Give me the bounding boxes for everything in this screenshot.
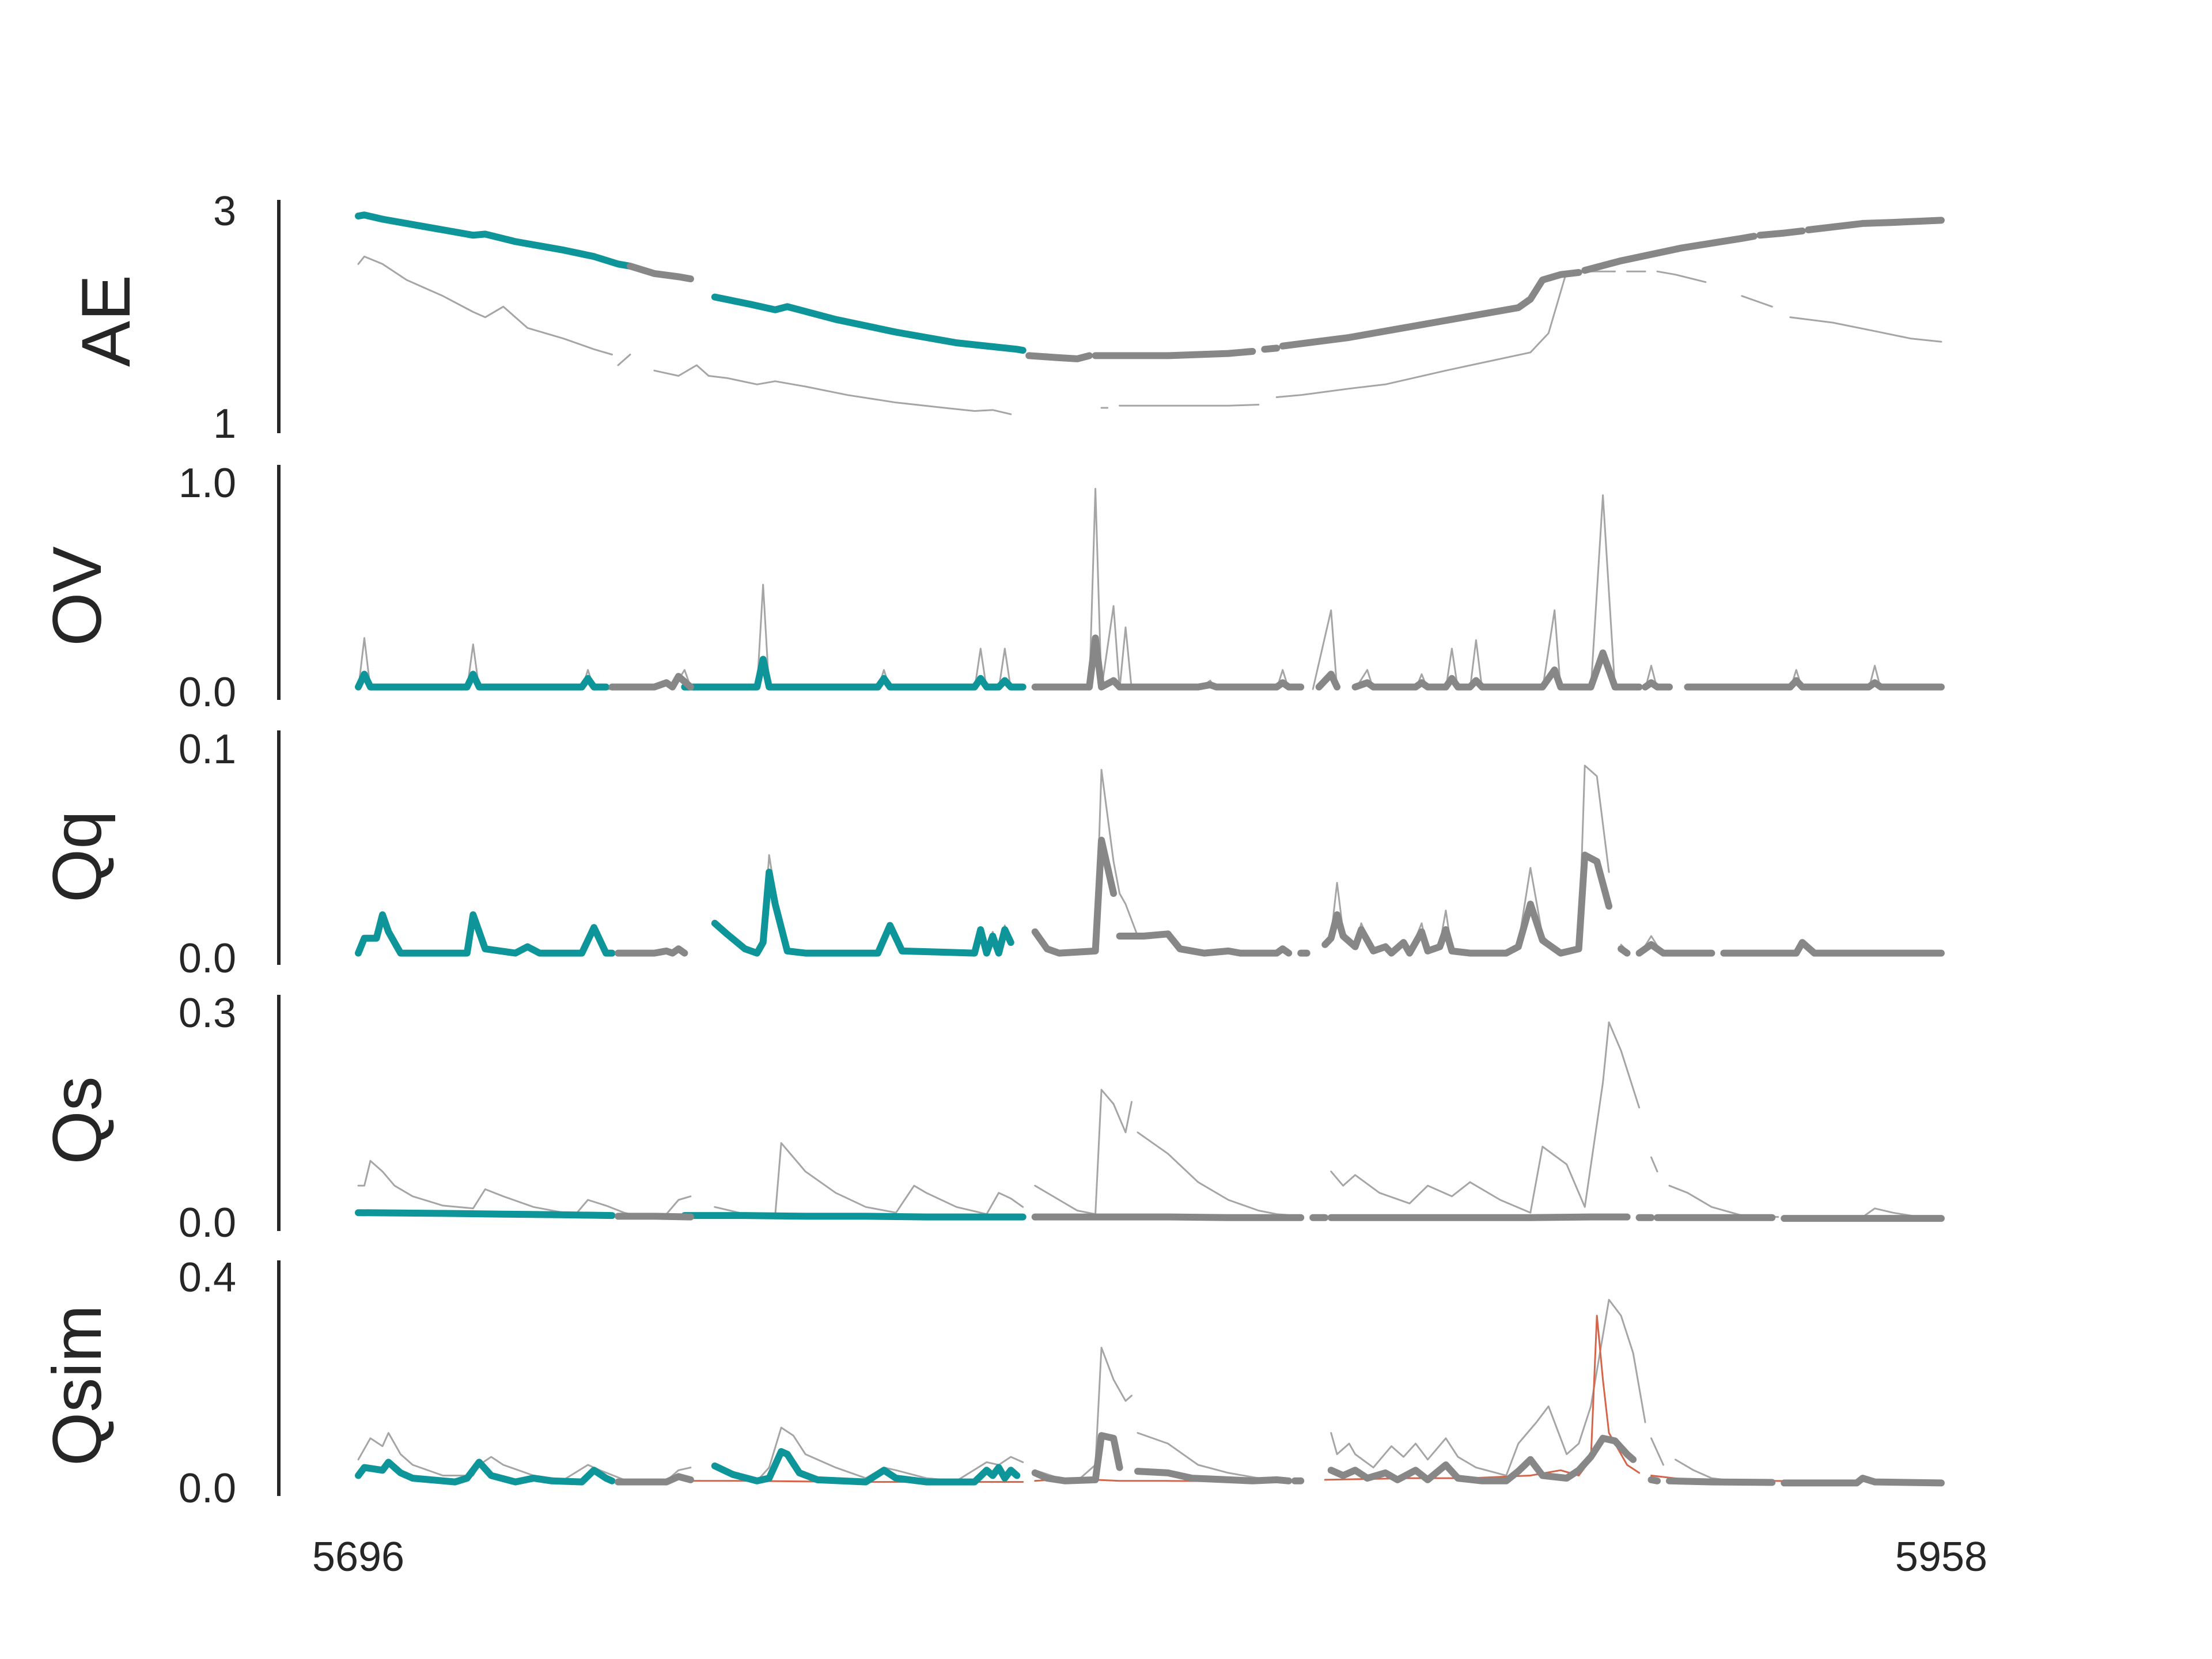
series-thick-gray-segment-7 bbox=[1805, 217, 1945, 233]
series-thick-gray-segment-7 bbox=[1781, 1475, 1945, 1487]
series-thick-teal-segment-0 bbox=[355, 671, 609, 691]
series-thick-teal-segment-1 bbox=[711, 293, 1027, 354]
series-thick-gray-segment-4 bbox=[1321, 851, 1613, 957]
series-thick-gray-segment-3 bbox=[1327, 1213, 1631, 1221]
y-tick-label-top: 3 bbox=[213, 188, 236, 234]
series-thick-gray-segment-7 bbox=[1720, 939, 1945, 957]
plot-area bbox=[355, 1021, 1945, 1222]
x-tick-label-end: 5958 bbox=[1895, 1534, 1987, 1580]
series-thick-gray-segment-2 bbox=[1315, 671, 1341, 691]
y-tick-label-bottom: 0.0 bbox=[179, 935, 236, 982]
series-thin-gray-segment-4 bbox=[1312, 609, 1338, 690]
series-thin-gray-segment-7 bbox=[1650, 1437, 1664, 1466]
series-thin-gray-segment-1 bbox=[617, 354, 631, 366]
series-thin-gray-segment-0 bbox=[357, 1160, 631, 1215]
series-thick-gray-segment-0 bbox=[627, 263, 694, 283]
series-thick-teal-segment-1 bbox=[711, 869, 1014, 957]
series-thin-gray-segment-2 bbox=[653, 364, 1012, 415]
series-thick-gray-segment-0 bbox=[615, 945, 688, 957]
series-thin-gray-segment-4 bbox=[1119, 404, 1260, 407]
y-axis-label: AE bbox=[67, 275, 145, 367]
series-thick-gray-segment-0 bbox=[608, 673, 694, 691]
y-axis-label: Qsim bbox=[39, 1305, 116, 1466]
series-thick-gray-segment-6 bbox=[1635, 941, 1715, 957]
y-tick-label-top: 0.1 bbox=[179, 726, 236, 772]
series-thin-gray-segment-5 bbox=[1330, 1021, 1641, 1214]
plot-area bbox=[355, 488, 1945, 691]
series-thick-teal-segment-0 bbox=[355, 1459, 616, 1486]
series-thin-gray-segment-7 bbox=[1656, 270, 1707, 283]
series-thick-teal-segment-1 bbox=[681, 656, 1027, 691]
y-tick-label-top: 0.3 bbox=[179, 990, 236, 1036]
series-thick-gray-segment-2 bbox=[1134, 1468, 1293, 1484]
series-thin-gray-segment-4 bbox=[1137, 1131, 1296, 1217]
y-axis-label: Qq bbox=[39, 810, 116, 903]
series-thick-gray-segment-5 bbox=[1684, 677, 1945, 691]
series-thick-gray-segment-1 bbox=[1031, 836, 1118, 957]
y-tick-label-bottom: 0.0 bbox=[179, 1200, 236, 1246]
series-thin-gray-segment-6 bbox=[1650, 1156, 1658, 1173]
series-thick-gray-segment-1 bbox=[1031, 634, 1305, 691]
series-thin-gray-segment-9 bbox=[1789, 316, 1942, 343]
panel-qs: Qs 0.3 0.0 bbox=[39, 990, 1945, 1246]
series-thick-gray-segment-2 bbox=[1092, 348, 1256, 359]
x-tick-label-start: 5696 bbox=[312, 1534, 404, 1580]
panel-ov: OV 1.0 0.0 bbox=[39, 460, 1945, 715]
series-thick-gray-segment-5 bbox=[1647, 1476, 1661, 1484]
series-thick-gray-segment-2 bbox=[1116, 930, 1293, 957]
series-thick-teal-segment-0 bbox=[355, 211, 634, 270]
plot-area bbox=[355, 764, 1945, 957]
y-axis-label: Qs bbox=[39, 1076, 116, 1164]
series-thick-teal-segment-1 bbox=[681, 1212, 1027, 1221]
series-thick-teal-segment-0 bbox=[355, 1209, 616, 1219]
y-tick-label-top: 0.4 bbox=[179, 1255, 236, 1301]
series-thick-gray-segment-4 bbox=[1279, 269, 1582, 350]
series-thick-gray-segment-6 bbox=[1756, 227, 1806, 239]
series-thick-gray-segment-5 bbox=[1618, 945, 1631, 957]
y-tick-label-bottom: 0.0 bbox=[179, 1465, 236, 1512]
plot-area bbox=[355, 1298, 1945, 1487]
plot-area bbox=[355, 211, 1945, 415]
series-thin-gray-segment-6 bbox=[1330, 1298, 1646, 1476]
series-thick-gray-segment-5 bbox=[1581, 233, 1758, 274]
series-thick-gray-segment-1 bbox=[1025, 352, 1093, 362]
series-thick-gray-segment-0 bbox=[615, 1213, 694, 1221]
series-thin-gray-segment-1 bbox=[665, 1195, 692, 1215]
panel-qq: Qq 0.1 0.0 bbox=[39, 726, 1945, 982]
series-thick-gray-segment-6 bbox=[1666, 1477, 1776, 1486]
panel-ae: AE 3 1 bbox=[67, 188, 1945, 447]
y-tick-label-bottom: 1 bbox=[213, 401, 236, 447]
y-tick-label-top: 1.0 bbox=[179, 460, 236, 506]
series-thick-gray-segment-3 bbox=[1261, 344, 1281, 353]
series-thick-gray-segment-4 bbox=[1642, 679, 1673, 691]
series-thick-gray-segment-1 bbox=[1031, 1432, 1123, 1484]
series-thin-gray-segment-5 bbox=[1275, 270, 1616, 398]
series-thick-gray-segment-4 bbox=[1327, 1434, 1637, 1484]
y-axis-label: OV bbox=[39, 546, 116, 646]
series-thin-gray-segment-2 bbox=[714, 1142, 1024, 1217]
series-thin-gray-segment-8 bbox=[1741, 295, 1773, 308]
series-thick-teal-segment-1 bbox=[711, 1448, 1021, 1486]
y-tick-label-bottom: 0.0 bbox=[179, 669, 236, 715]
series-thick-gray-segment-3 bbox=[1351, 649, 1643, 691]
series-thick-gray-segment-1 bbox=[1031, 1213, 1305, 1221]
series-thick-gray-segment-0 bbox=[615, 1473, 694, 1486]
series-thick-teal-segment-0 bbox=[355, 911, 616, 957]
series-thin-gray-segment-0 bbox=[357, 255, 613, 355]
panel-qsim: Qsim 0.4 0.0 bbox=[39, 1255, 1945, 1512]
series-thin-gray-segment-3 bbox=[1034, 1089, 1132, 1215]
